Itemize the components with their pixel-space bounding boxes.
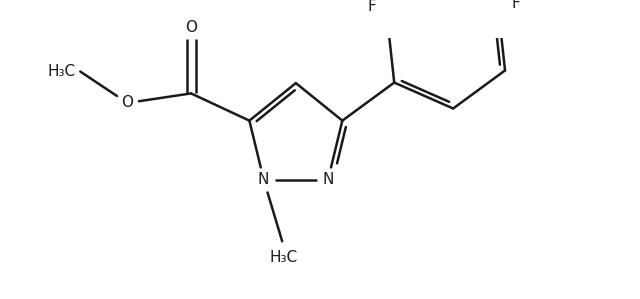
- Text: O: O: [185, 20, 197, 35]
- Text: N: N: [323, 172, 333, 187]
- Text: F: F: [512, 0, 520, 11]
- Text: N: N: [258, 172, 269, 187]
- Text: F: F: [367, 0, 376, 14]
- Text: O: O: [122, 95, 133, 110]
- Text: H₃C: H₃C: [48, 64, 76, 79]
- Text: H₃C: H₃C: [270, 250, 298, 265]
